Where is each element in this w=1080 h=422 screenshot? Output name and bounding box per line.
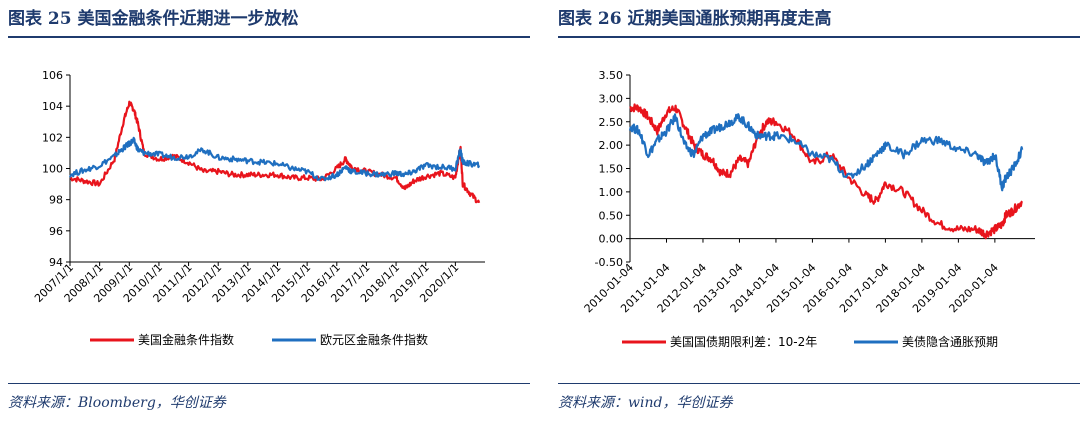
right-y-tick-label: -0.50 xyxy=(595,256,623,269)
right-series-line-2 xyxy=(628,113,1024,192)
right-legend-label-1: 美国国债期限利差：10-2年 xyxy=(670,335,817,349)
left-y-tick-label: 98 xyxy=(49,194,63,207)
left-y-tick-label: 102 xyxy=(42,131,63,144)
right-legend-label-2: 美债隐含通胀预期 xyxy=(902,334,998,349)
left-legend-label-1: 美国金融条件指数 xyxy=(138,332,234,347)
right-series-line-1 xyxy=(629,103,1024,240)
left-y-tick-label: 104 xyxy=(42,100,63,113)
left-title-rule xyxy=(8,36,530,38)
right-y-tick-label: 0.00 xyxy=(599,233,624,246)
right-y-tick-label: 1.00 xyxy=(599,186,624,199)
right-panel: 图表 26 近期美国通胀预期再度走高 -0.50 0.00 0.50 1.00 1.50… xyxy=(550,0,1080,422)
left-legend-label-2: 欧元区金融条件指数 xyxy=(320,332,428,347)
left-panel: 图表 25 美国金融条件近期进一步放松 94 96 98 100 102 104 106 20… xyxy=(0,0,530,422)
left-y-tick-label: 100 xyxy=(42,163,63,176)
left-source: 资料来源：Bloomberg，华创证券 xyxy=(8,395,226,411)
right-source: 资料来源：wind，华创证券 xyxy=(558,395,733,411)
right-chart-title: 图表 26 近期美国通胀预期再度走高 xyxy=(558,9,832,29)
right-y-tick-label: 3.00 xyxy=(599,92,624,105)
right-source-rule xyxy=(558,383,1080,384)
left-series-line-1 xyxy=(69,100,481,204)
right-y-tick-label: 2.50 xyxy=(599,116,624,129)
right-chart: -0.500.000.501.001.502.002.503.003.50201… xyxy=(582,69,1035,349)
left-source-rule xyxy=(8,383,530,384)
right-y-tick-label: 0.50 xyxy=(599,209,624,222)
left-y-tick-label: 106 xyxy=(42,69,63,82)
left-y-tick-label: 94 xyxy=(49,256,63,269)
right-y-tick-label: 2.00 xyxy=(599,139,624,152)
left-series-line-2 xyxy=(68,136,481,182)
left-chart: 9496981001021041062007/1/12008/1/12009/1… xyxy=(32,69,485,347)
right-y-tick-label: 1.50 xyxy=(599,163,624,176)
left-y-tick-label: 96 xyxy=(49,225,63,238)
right-title-rule xyxy=(558,36,1080,38)
right-y-tick-label: 3.50 xyxy=(599,69,624,82)
left-chart-title: 图表 25 美国金融条件近期进一步放松 xyxy=(8,9,299,29)
